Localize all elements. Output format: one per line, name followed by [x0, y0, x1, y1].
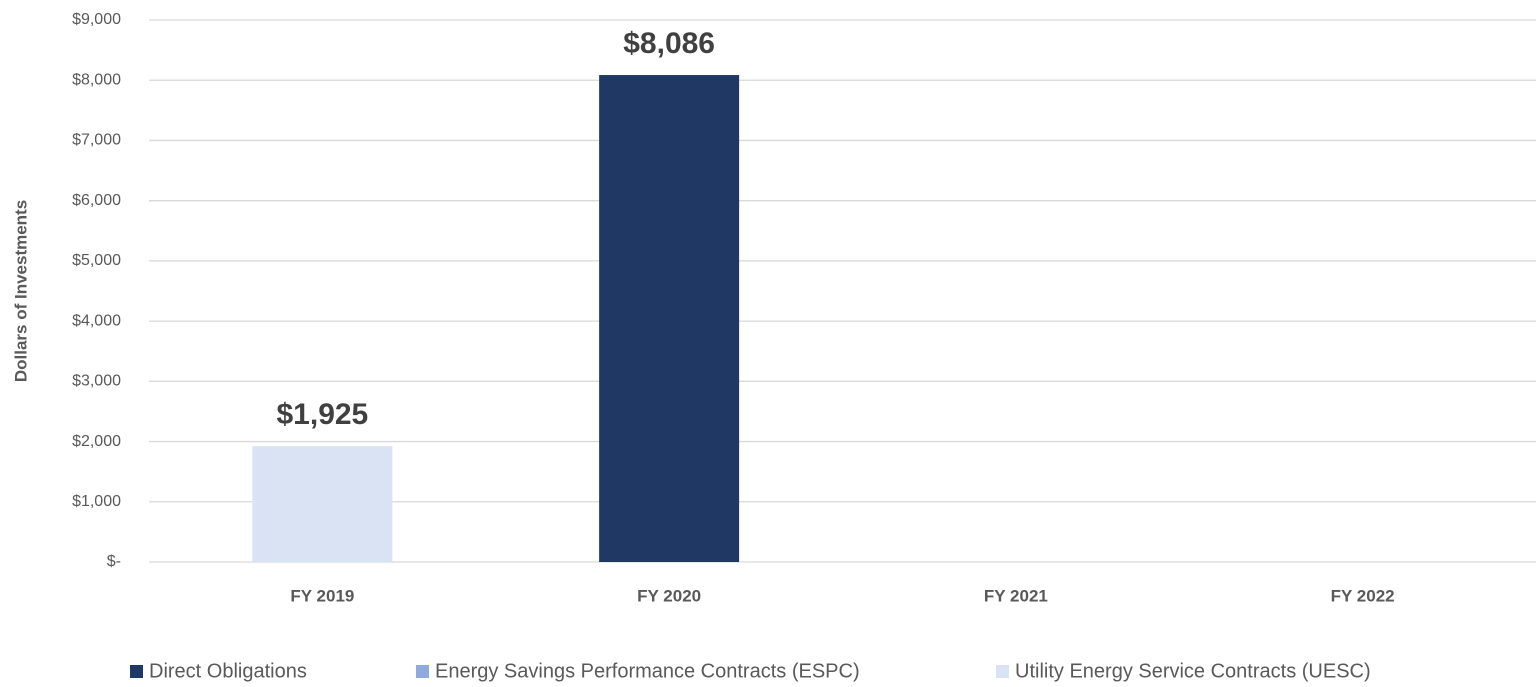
- y-tick-label: $4,000: [72, 312, 121, 329]
- legend-label: Direct Obligations: [149, 660, 307, 682]
- x-tick-label: FY 2019: [290, 586, 354, 605]
- bar: [252, 446, 393, 562]
- y-tick-label: $3,000: [72, 373, 121, 390]
- y-tick-label: $7,000: [72, 132, 121, 149]
- legend-swatch: [416, 665, 429, 678]
- y-tick-label: $1,000: [72, 493, 121, 510]
- data-label: $8,086: [623, 27, 715, 60]
- legend-swatch: [996, 665, 1009, 678]
- data-label: $1,925: [276, 398, 368, 431]
- y-tick-label: $9,000: [72, 11, 121, 28]
- legend-swatch: [130, 665, 143, 678]
- legend-label: Energy Savings Performance Contracts (ES…: [435, 660, 860, 682]
- y-tick-label: $2,000: [72, 433, 121, 450]
- y-tick-label: $8,000: [72, 71, 121, 88]
- y-tick-label: $-: [107, 553, 121, 570]
- y-axis-label: Dollars of Investments: [11, 200, 30, 382]
- bar: [599, 75, 740, 562]
- x-tick-label: FY 2020: [637, 586, 701, 605]
- legend-label: Utility Energy Service Contracts (UESC): [1015, 660, 1371, 682]
- x-tick-label: FY 2022: [1331, 586, 1395, 605]
- x-tick-label: FY 2021: [984, 586, 1048, 605]
- y-tick-label: $6,000: [72, 192, 121, 209]
- y-tick-label: $5,000: [72, 252, 121, 269]
